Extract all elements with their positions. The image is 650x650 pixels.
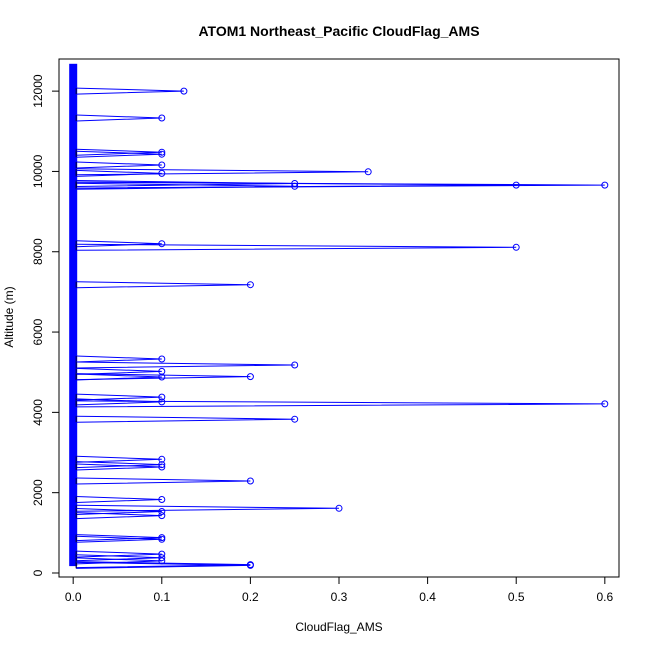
y-tick-label: 6000 <box>31 318 45 345</box>
data-point <box>158 148 166 156</box>
data-point <box>601 400 609 408</box>
x-tick-label: 0.6 <box>596 590 613 604</box>
data-point <box>246 281 254 289</box>
series-line-spike <box>76 496 162 503</box>
series-line-spike <box>76 240 162 248</box>
y-tick-label: 10000 <box>31 154 45 188</box>
series-line-spike <box>76 114 162 122</box>
data-point <box>158 508 166 515</box>
chart-title: ATOM1 Northeast_Pacific CloudFlag_AMS <box>198 23 479 39</box>
x-axis-label: CloudFlag_AMS <box>295 620 382 634</box>
x-tick-label: 0.5 <box>508 590 525 604</box>
data-point <box>158 373 166 381</box>
series-line-spike <box>76 355 162 363</box>
series-line-spike <box>76 161 162 169</box>
series-line-spike <box>76 87 184 95</box>
series-line-spike <box>76 400 605 408</box>
series-line-spike <box>76 373 251 381</box>
data-point <box>180 87 188 95</box>
data-point <box>158 161 166 169</box>
series-line-spike <box>76 463 162 471</box>
data-point <box>364 168 372 176</box>
series-line-spike <box>76 393 162 401</box>
series-line-spike <box>76 512 162 520</box>
y-tick-label: 4000 <box>31 399 45 426</box>
series-line-spike <box>76 415 295 423</box>
series-line-spike <box>76 361 295 369</box>
x-tick-label: 0.1 <box>153 590 170 604</box>
data-point <box>512 243 520 251</box>
data-point <box>158 463 166 471</box>
x-tick-label: 0.3 <box>331 590 348 604</box>
baseline-points-band <box>69 63 78 567</box>
series-line-spike <box>76 168 369 176</box>
data-point <box>246 561 254 569</box>
y-tick-label: 12000 <box>31 74 45 108</box>
data-point <box>158 393 166 401</box>
data-point <box>158 150 166 158</box>
y-tick-label: 0 <box>31 569 45 576</box>
series-line-spike <box>76 477 251 485</box>
data-point <box>158 355 166 363</box>
series-line-spike <box>76 561 251 569</box>
data-point <box>246 477 254 485</box>
series-line-spike <box>76 561 251 569</box>
data-point <box>158 550 166 558</box>
series-line-spike <box>76 169 162 177</box>
data-point <box>291 361 299 369</box>
plot-frame <box>58 58 620 578</box>
data-point <box>158 169 166 177</box>
series-line-spike <box>76 461 162 469</box>
series-line-spike <box>76 281 251 289</box>
series-line-spike <box>76 535 162 543</box>
x-tick-label: 0.2 <box>242 590 259 604</box>
y-tick-label: 2000 <box>31 479 45 506</box>
series-line-spike <box>76 181 605 189</box>
data-point <box>158 455 166 463</box>
series-line-spike <box>76 534 162 542</box>
x-tick-label: 0.4 <box>419 590 436 604</box>
data-point <box>158 535 166 543</box>
series-line-spike <box>76 243 517 251</box>
series-line-spike <box>76 455 162 463</box>
x-tick-label: 0.0 <box>65 590 82 604</box>
y-tick-label: 8000 <box>31 238 45 265</box>
series-line-spike <box>76 367 162 375</box>
data-point <box>158 496 166 503</box>
series-line-spike <box>76 150 162 158</box>
data-point <box>158 114 166 122</box>
data-point <box>291 415 299 423</box>
data-point <box>246 373 254 381</box>
data-point <box>158 512 166 520</box>
data-point <box>158 461 166 469</box>
data-layer <box>69 63 609 569</box>
y-axis-label: Altitude (m) <box>2 286 16 347</box>
data-point <box>601 181 609 189</box>
series-line-spike <box>76 398 162 406</box>
data-point <box>158 240 166 248</box>
series-line-spike <box>76 148 162 156</box>
series-line-spike <box>76 504 340 512</box>
data-point <box>335 504 343 512</box>
